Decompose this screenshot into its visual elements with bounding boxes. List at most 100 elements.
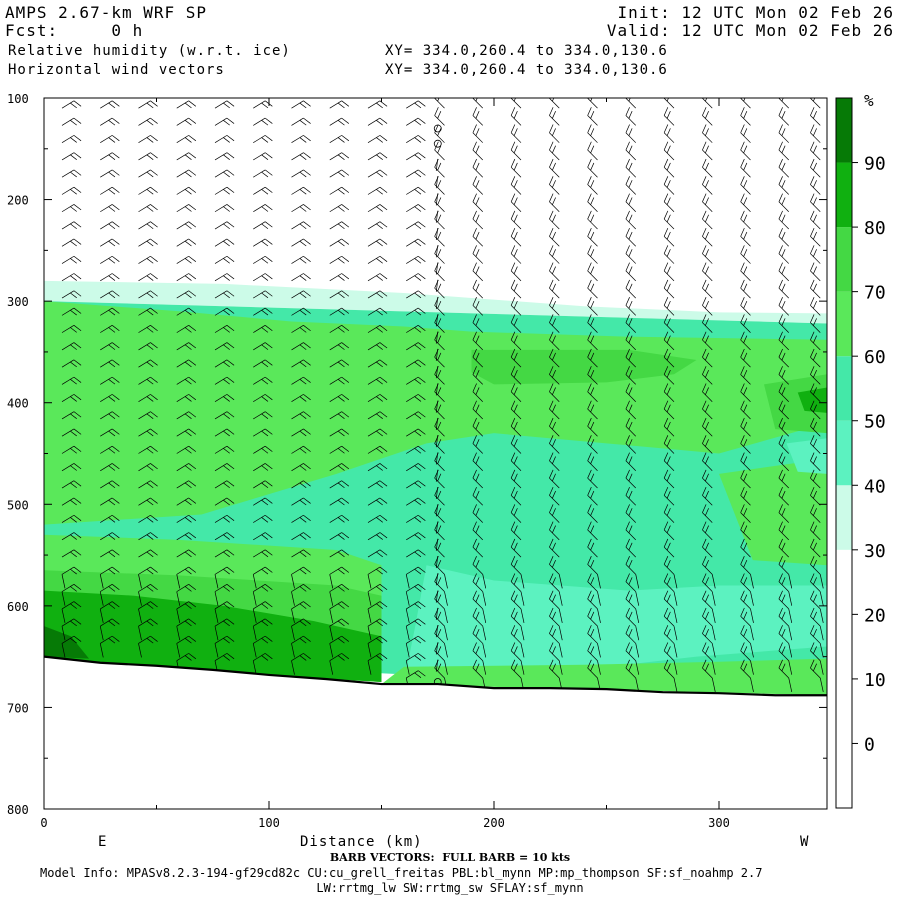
wind-barb [100,169,120,178]
wind-barb [61,411,82,420]
wind-barb [214,480,235,489]
wind-barb [291,514,311,523]
wind-barb [100,394,120,402]
wind-barb [549,417,560,437]
barb-note: BARB VECTORS: FULL BARB = 10 kts [329,851,571,864]
wind-barb [778,383,789,402]
wind-barb [329,394,350,402]
x-tick-label: 0 [40,816,47,830]
wind-barb [810,556,824,589]
wind-barb [214,463,235,472]
wind-barb [253,238,273,247]
wind-barb [435,556,439,569]
wind-barb [138,618,158,641]
wind-barb [214,376,235,385]
wind-barb [510,124,522,143]
wind-barb [472,107,483,126]
wind-barb [214,411,235,420]
wind-barb [138,221,158,230]
wind-barb [252,653,273,675]
wind-barb [587,642,601,675]
wind-barb [291,584,311,606]
wind-barb [329,100,350,109]
wind-barb [549,158,560,178]
wind-barb [702,331,713,351]
wind-barb [510,590,525,623]
wind-barb [329,532,350,541]
y-tick-label: 700 [7,701,29,715]
wind-barb [549,141,560,161]
wind-barb [549,210,560,230]
wind-barb [253,290,273,299]
wind-barb [253,186,273,195]
wind-barb [472,625,487,658]
wind-barb [367,342,388,351]
wind-barb [663,141,675,161]
wind-barb [587,383,598,402]
wind-barb [549,486,560,506]
wind-barb [472,366,483,385]
wind-barb [702,469,713,489]
wind-barb [100,238,120,247]
wind-barb [663,314,675,333]
calm-wind-marker [433,139,442,148]
wind-barb [510,210,522,230]
wind-barb [61,273,82,282]
wind-barb [549,124,560,143]
wind-barb [406,514,426,523]
wind-barb [472,297,483,316]
wind-barb [138,359,158,368]
wind-barb [176,221,197,230]
wind-barb [406,186,426,195]
wind-barb [435,573,439,586]
wind-barb [549,556,563,589]
wind-barb [549,314,560,333]
rh-region-10 [404,565,827,683]
wind-barb [625,227,636,247]
wind-barb [549,538,560,558]
wind-barb [587,193,598,213]
wind-barb [367,445,388,454]
wind-barb [778,521,789,541]
wind-barb [253,359,273,368]
wind-barb [663,124,675,143]
wind-barb [214,549,235,558]
wind-barb [138,238,158,247]
wind-barb [702,486,713,506]
wind-barb [138,411,158,420]
wind-barb [61,635,82,658]
wind-barb [406,100,426,109]
wind-barb [253,411,273,420]
cross-section-xy-1: XY= 334.0,260.4 to 334.0,130.6 [385,43,668,59]
wind-barb [549,297,560,316]
wind-barb [329,307,350,316]
wind-barb [367,221,388,230]
wind-barb [291,152,311,161]
wind-barb [778,435,789,454]
wind-barb [472,262,483,282]
wind-barb [510,314,522,333]
wind-barb [214,342,235,351]
wind-barb [472,176,483,195]
wind-barb [587,176,598,195]
wind-barb [100,342,120,351]
wind-barb [472,314,483,333]
wind-barb [100,325,120,333]
wind-barb [291,566,311,589]
wind-barb [810,245,821,264]
wind-barb [587,435,598,454]
wind-barb [100,497,120,506]
wind-barb [176,100,197,109]
wind-barb [138,463,158,472]
wind-barb [406,221,426,230]
wind-barb [472,279,483,299]
wind-barb [329,480,350,489]
wind-barb [740,504,751,523]
wind-barb [549,348,560,368]
wind-barb [61,325,82,333]
wind-barb [176,463,197,472]
wind-barb [138,152,158,161]
wind-barb [625,607,640,641]
wind-barb [510,417,522,437]
wind-barb [587,348,598,368]
